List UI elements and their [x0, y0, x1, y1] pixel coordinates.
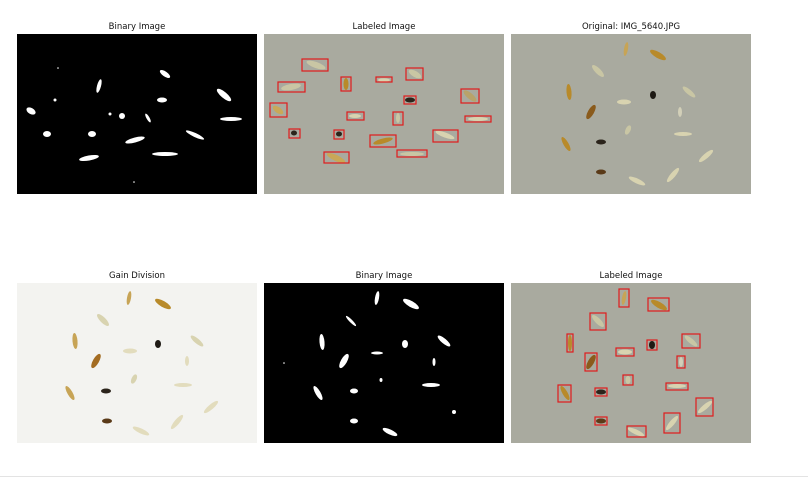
panel-labeled-image-1 [264, 34, 504, 194]
binary-image-2-svg [264, 283, 504, 443]
panel-labeled-image-2 [511, 283, 751, 443]
labeled-image-1-svg [264, 34, 504, 194]
binary-image-1-svg [17, 34, 257, 194]
panel-title-binary-2: Binary Image [355, 271, 413, 281]
panel-title-labeled-2: Labeled Image [599, 271, 663, 281]
panel-gain-division [17, 283, 257, 443]
panel-title-gain-division: Gain Division [109, 271, 165, 281]
panel-title-original: Original: IMG_5640.JPG [581, 22, 681, 32]
labeled-image-2-svg [511, 283, 751, 443]
panel-original-image [511, 34, 751, 194]
gain-division-svg [17, 283, 257, 443]
original-image-svg [511, 34, 751, 194]
bottom-divider [0, 476, 808, 477]
panel-binary-image-2 [264, 283, 504, 443]
panel-binary-image-1 [17, 34, 257, 194]
panel-title-binary-1: Binary Image [108, 22, 166, 32]
panel-title-labeled-1: Labeled Image [352, 22, 416, 32]
